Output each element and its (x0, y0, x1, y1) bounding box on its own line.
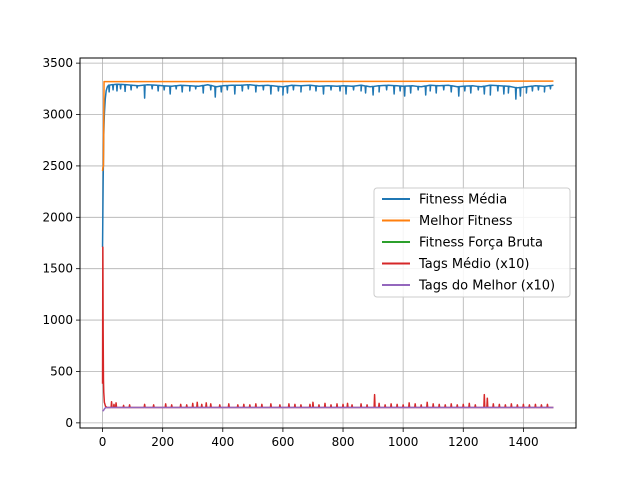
x-tick-label: 200 (151, 435, 174, 449)
series-line-3 (101, 246, 554, 409)
y-tick-label: 500 (50, 364, 73, 378)
y-tick-label: 1500 (42, 262, 73, 276)
x-tick-label: 1000 (388, 435, 419, 449)
y-tick-label: 1000 (42, 313, 73, 327)
series-line-1 (101, 80, 554, 172)
y-tick-label: 0 (65, 416, 73, 430)
grid (80, 58, 576, 428)
legend-box (373, 187, 571, 298)
legend-label: Fitness Força Bruta (419, 236, 543, 251)
plot-frame (79, 57, 577, 429)
y-tick-label: 2000 (42, 210, 73, 224)
x-tick-label: 1200 (448, 435, 479, 449)
x-tick-label: 1400 (508, 435, 539, 449)
legend: Fitness Média Melhor Fitness Fitness Força… (373, 187, 571, 298)
legend-label: Tags Médio (x10) (418, 257, 529, 272)
y-axis: 0 500 1000 1500 2000 2500 3000 3500 (42, 56, 80, 430)
series-line-4 (102, 406, 554, 412)
y-tick-label: 2500 (42, 159, 73, 173)
x-tick-label: 800 (332, 435, 355, 449)
x-axis: 0 200 400 600 800 1000 1200 1400 (99, 428, 539, 449)
legend-label: Tags do Melhor (x10) (418, 279, 555, 294)
y-tick-label: 3000 (42, 108, 73, 122)
x-tick-label: 400 (211, 435, 234, 449)
x-tick-label: 600 (271, 435, 294, 449)
legend-label: Melhor Fitness (419, 214, 513, 229)
series-line-0 (101, 83, 554, 248)
y-tick-label: 3500 (42, 56, 73, 70)
x-tick-label: 0 (99, 435, 107, 449)
series-lines (101, 80, 554, 412)
legend-label: Fitness Média (419, 193, 507, 208)
